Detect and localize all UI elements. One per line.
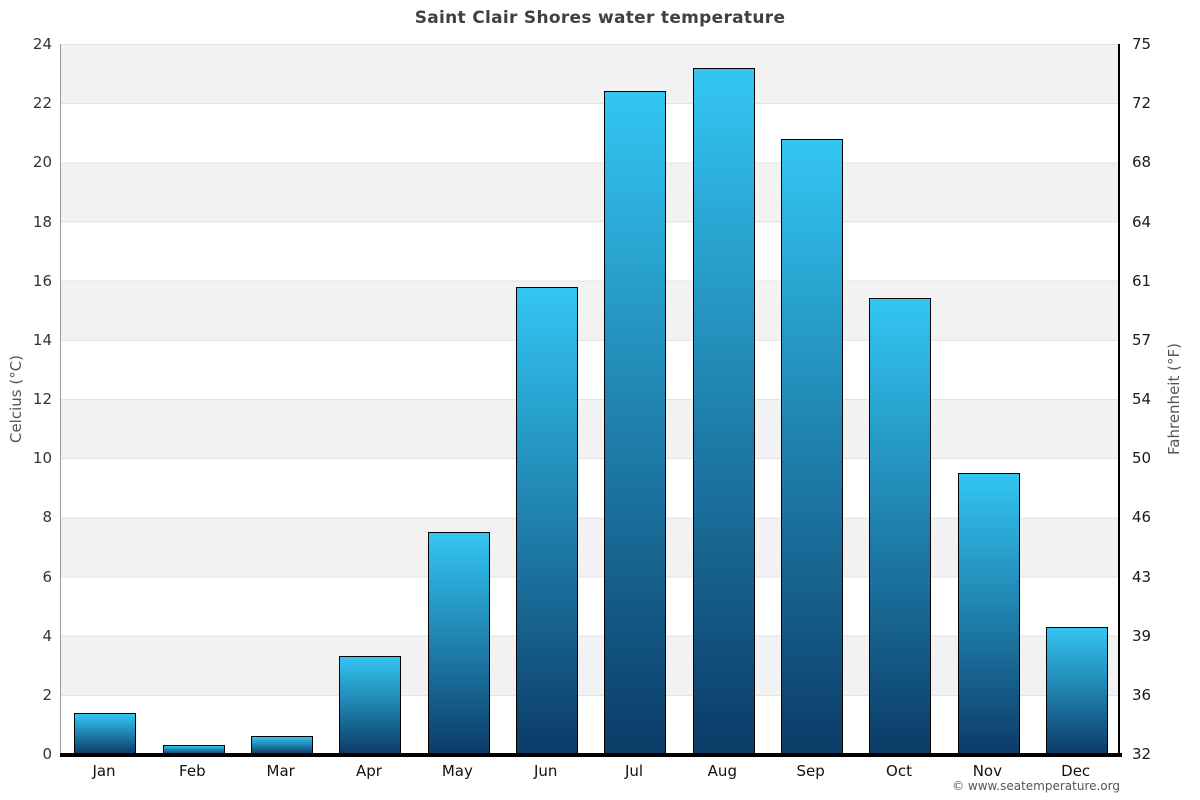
y-tick-fahrenheit-39: 39 [1132, 626, 1152, 645]
y-tick-celsius-0: 0 [42, 745, 52, 763]
bar-oct [869, 298, 932, 754]
y-tick-fahrenheit-72: 72 [1132, 94, 1152, 113]
y-tick-fahrenheit-57: 57 [1132, 330, 1152, 349]
bar-jun [515, 286, 578, 754]
chart-title: Saint Clair Shores water temperature [414, 8, 786, 28]
x-tick-label-oct: Oct [886, 762, 912, 780]
x-tick-label-may: May [441, 762, 473, 780]
x-axis-line [60, 753, 1122, 757]
y-tick-fahrenheit-75: 75 [1132, 35, 1152, 53]
bar-may [427, 532, 490, 754]
plot-area [60, 44, 1120, 754]
bar-mar [250, 736, 313, 754]
x-tick-label-apr: Apr [356, 762, 382, 780]
x-tick-label-nov: Nov [972, 762, 1002, 780]
y-tick-celsius-22: 22 [32, 94, 52, 113]
y-tick-celsius-14: 14 [32, 330, 52, 349]
x-tick-label-jan: Jan [92, 762, 116, 780]
y-tick-celsius-18: 18 [32, 212, 52, 231]
x-tick-label-mar: Mar [266, 762, 295, 780]
y-tick-fahrenheit-50: 50 [1132, 449, 1152, 468]
y-tick-celsius-12: 12 [32, 390, 52, 408]
y-tick-fahrenheit-61: 61 [1132, 271, 1152, 290]
bar-feb [162, 745, 225, 754]
bar-dec [1045, 626, 1108, 754]
x-tick-label-aug: Aug [707, 762, 737, 780]
bar-jul [604, 91, 667, 754]
y-tick-fahrenheit-64: 64 [1132, 212, 1152, 231]
bar-aug [692, 67, 755, 754]
x-tick-label-sep: Sep [796, 762, 825, 780]
y-tick-celsius-6: 6 [42, 567, 52, 586]
y-tick-celsius-16: 16 [32, 271, 52, 290]
y-tick-celsius-4: 4 [42, 626, 52, 645]
y-tick-celsius-24: 24 [32, 35, 52, 53]
bar-nov [957, 472, 1020, 754]
bar-apr [339, 656, 402, 754]
y-tick-fahrenheit-43: 43 [1132, 567, 1152, 586]
y-tick-celsius-10: 10 [32, 449, 52, 468]
y-tick-fahrenheit-32: 32 [1132, 745, 1152, 763]
x-tick-label-feb: Feb [179, 762, 206, 780]
y-tick-fahrenheit-46: 46 [1132, 508, 1152, 527]
bar-jan [74, 712, 137, 754]
x-tick-label-jul: Jul [624, 762, 644, 780]
copyright-text: © www.seatemperature.org [952, 779, 1120, 793]
y-tick-fahrenheit-54: 54 [1132, 390, 1152, 408]
x-tick-label-jun: Jun [533, 762, 558, 780]
y-tick-celsius-2: 2 [42, 685, 52, 704]
x-tick-label-dec: Dec [1061, 762, 1091, 780]
y-tick-fahrenheit-36: 36 [1132, 685, 1152, 704]
y-tick-celsius-20: 20 [32, 153, 52, 172]
y-tick-celsius-8: 8 [42, 508, 52, 527]
bar-sep [780, 138, 843, 754]
y-tick-fahrenheit-68: 68 [1132, 153, 1152, 172]
